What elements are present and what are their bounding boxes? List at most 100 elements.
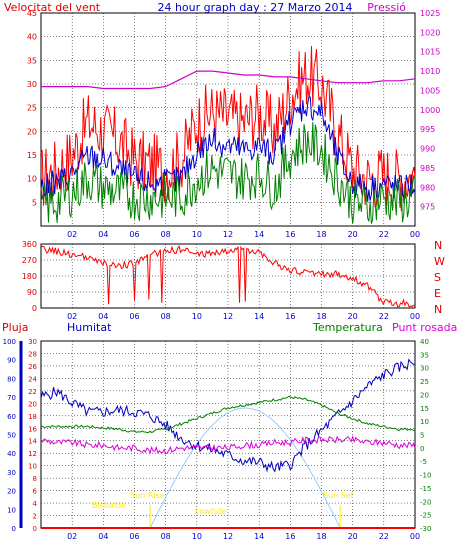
- direction-x-tick-12: 12: [223, 312, 233, 321]
- pressure-y-tick-1000: 1000: [420, 106, 440, 115]
- humidity-temperature-panel: 0246810121416182022242628300102030405060…: [3, 338, 432, 541]
- pressure-y-tick-990: 990: [420, 145, 435, 154]
- direction-x-tick-00: 00: [410, 312, 420, 321]
- wind-x-tick-06: 06: [129, 230, 139, 239]
- direction-y-tick-0: 0: [32, 304, 37, 313]
- pressure-title: Pressió: [367, 1, 406, 14]
- compass-label-s-2: S: [434, 271, 441, 284]
- direction-x-tick-22: 22: [379, 312, 389, 321]
- rain-y-tick-20: 20: [28, 400, 37, 408]
- wind-y-tick-30: 30: [27, 80, 37, 89]
- wind-x-tick-04: 04: [98, 230, 108, 239]
- temperature-y-tick-25: 25: [420, 378, 429, 386]
- climate-panel-grid: [41, 340, 416, 529]
- compass-label-w-1: W: [434, 255, 445, 268]
- climate-panel-series: [40, 358, 416, 529]
- humidity-y-tick-40: 40: [7, 450, 16, 458]
- temperature-y-tick-35: 35: [420, 351, 429, 359]
- pressure-y-tick-975: 975: [420, 203, 435, 212]
- climate-x-tick-06: 06: [129, 532, 139, 541]
- climate-x-tick-10: 10: [192, 532, 202, 541]
- wind-y-tick-15: 15: [27, 151, 37, 160]
- climate-panel-axes: 0246810121416182022242628300102030405060…: [3, 338, 432, 541]
- pressure-y-tick-1015: 1015: [420, 48, 440, 57]
- humidity-y-tick-10: 10: [7, 506, 16, 514]
- pressure-y-tick-980: 980: [420, 183, 435, 192]
- rain-y-tick-18: 18: [28, 413, 37, 421]
- humidity-y-tick-90: 90: [7, 357, 16, 365]
- wind-y-tick-20: 20: [27, 127, 37, 136]
- temperature-y-tick-20: 20: [420, 391, 429, 399]
- climate-x-tick-18: 18: [316, 532, 326, 541]
- wind-y-tick-45: 45: [27, 9, 37, 18]
- humidity-y-tick-60: 60: [7, 413, 16, 421]
- annotation-lowtide: Lowtide: [195, 507, 226, 516]
- climate-x-tick-04: 04: [98, 532, 108, 541]
- direction-x-tick-18: 18: [316, 312, 326, 321]
- rain-y-tick-22: 22: [28, 388, 37, 396]
- direction-x-tick-02: 02: [67, 312, 77, 321]
- temperature-y-tick-40: 40: [420, 338, 429, 346]
- pressure-y-tick-995: 995: [420, 125, 435, 134]
- wind-x-tick-08: 08: [161, 230, 171, 239]
- climate-x-tick-20: 20: [348, 532, 358, 541]
- rain-y-tick-0: 0: [33, 525, 37, 533]
- wind-y-tick-35: 35: [27, 56, 37, 65]
- legend-rain: Pluja: [2, 321, 28, 334]
- humidity-y-tick-30: 30: [7, 469, 16, 477]
- climate-x-tick-02: 02: [67, 532, 77, 541]
- temperature-y-tick--30: -30: [420, 525, 431, 533]
- direction-y-tick-360: 360: [22, 240, 37, 249]
- pressure-line: [41, 70, 416, 90]
- rain-y-tick-2: 2: [33, 513, 37, 521]
- legend-temperature: Temperatura: [312, 321, 383, 334]
- wind-x-tick-10: 10: [192, 230, 202, 239]
- humidity-y-tick-0: 0: [12, 525, 16, 533]
- climate-x-tick-22: 22: [379, 532, 389, 541]
- direction-x-tick-14: 14: [254, 312, 264, 321]
- humidity-y-tick-20: 20: [7, 488, 16, 496]
- direction-y-tick-90: 90: [27, 288, 37, 297]
- direction-y-tick-270: 270: [22, 256, 37, 265]
- wind-panel-series: [40, 45, 416, 224]
- rain-y-tick-28: 28: [28, 350, 37, 358]
- wind-y-tick-5: 5: [32, 198, 37, 207]
- legend-humidity: Humitat: [67, 321, 112, 334]
- pressure-y-tick-985: 985: [420, 164, 435, 173]
- temperature-y-tick--20: -20: [420, 498, 431, 506]
- rain-y-tick-6: 6: [33, 488, 38, 496]
- wind-series-average: [40, 96, 416, 202]
- direction-line: [40, 244, 416, 308]
- annotation-bisbalde: Bisbalde: [92, 501, 126, 510]
- climate-x-tick-16: 16: [285, 532, 295, 541]
- wind-y-tick-10: 10: [27, 175, 37, 184]
- direction-x-tick-20: 20: [348, 312, 358, 321]
- rain-y-tick-10: 10: [28, 463, 37, 471]
- climate-x-tick-08: 08: [161, 532, 171, 541]
- temperature-y-tick-15: 15: [420, 405, 429, 413]
- humidity-y-tick-50: 50: [7, 432, 16, 440]
- direction-x-tick-06: 06: [129, 312, 139, 321]
- direction-x-tick-16: 16: [285, 312, 295, 321]
- rain-y-tick-12: 12: [28, 450, 37, 458]
- wind-x-tick-20: 20: [348, 230, 358, 239]
- wind-x-tick-18: 18: [316, 230, 326, 239]
- temperature-line: [40, 395, 416, 434]
- rain-y-tick-26: 26: [28, 363, 37, 371]
- rain-y-tick-14: 14: [28, 438, 37, 446]
- wind-pressure-panel: 5101520253035404597598098599099510001005…: [27, 9, 441, 239]
- rain-y-tick-4: 4: [33, 500, 38, 508]
- chart-title: 24 hour graph day : 27 Marzo 2014: [157, 1, 352, 14]
- wind-x-tick-02: 02: [67, 230, 77, 239]
- pressure-y-tick-1010: 1010: [420, 67, 440, 76]
- wind-x-tick-00: 00: [410, 230, 420, 239]
- rain-y-tick-30: 30: [28, 338, 37, 346]
- direction-panel-grid: [41, 243, 416, 309]
- humidity-line: [40, 358, 416, 473]
- rain-y-tick-8: 8: [33, 475, 37, 483]
- compass-label-e-3: E: [434, 287, 441, 300]
